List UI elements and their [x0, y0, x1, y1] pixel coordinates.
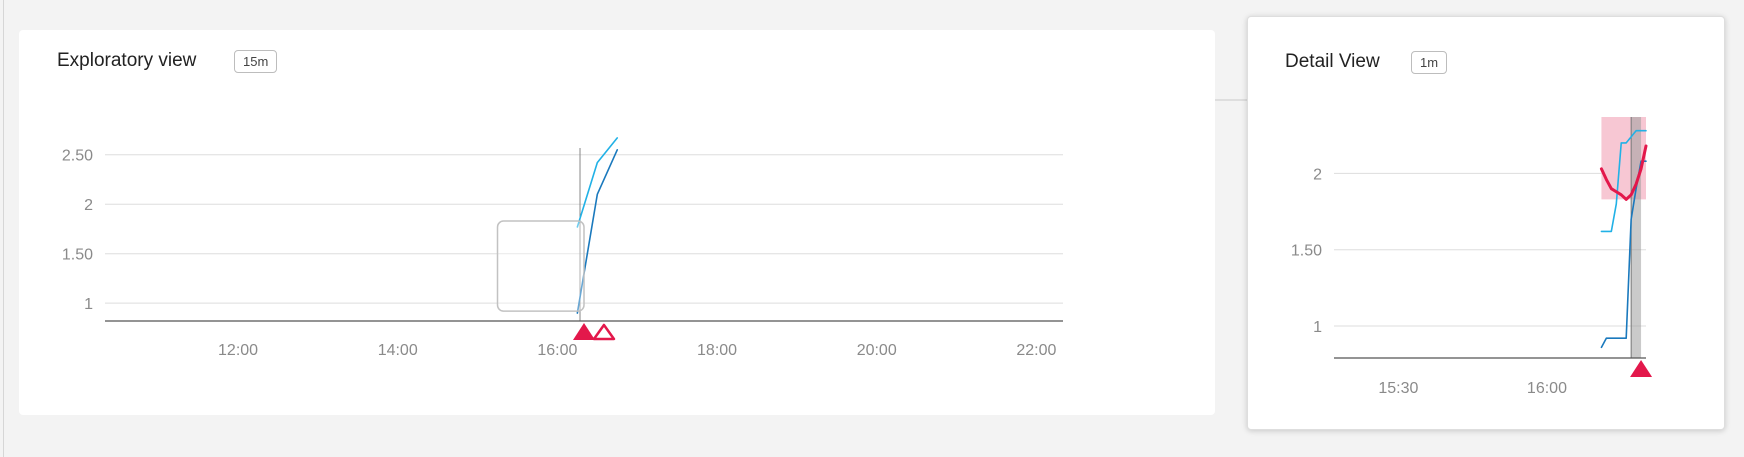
x-tick-label: 14:00 [378, 342, 418, 359]
exploratory-interval-badge[interactable]: 15m [234, 50, 278, 73]
detail-interval-badge[interactable]: 1m [1411, 51, 1448, 74]
x-tick-label: 12:00 [218, 342, 258, 359]
series-line-2 [1600, 160, 1647, 349]
x-tick-label: 20:00 [857, 342, 897, 359]
series-line-1 [1600, 129, 1647, 233]
x-tick-label: 16:00 [537, 342, 577, 359]
selection-band [1631, 117, 1642, 358]
anomaly-marker [573, 323, 595, 340]
series-line-1 [576, 137, 619, 228]
exploratory-chart[interactable]: 1 1.50 2 2.50 12:00 14:00 16:00 18:00 20:00 22:00 [19, 30, 1215, 415]
exploratory-view-card: Exploratory view 15m 1 1.50 2 2.50 12:00 14:0… [19, 30, 1215, 415]
y-tick-label: 2 [84, 197, 93, 214]
y-tick-label: 1.50 [62, 247, 93, 264]
x-tick-label: 15:30 [1378, 380, 1418, 397]
series-line-3 [1599, 144, 1648, 201]
y-tick-label: 2 [1313, 166, 1322, 183]
x-tick-label: 16:00 [1527, 380, 1567, 397]
y-tick-label: 1 [84, 296, 93, 313]
page-left-border [3, 0, 4, 457]
detail-chart[interactable]: 1 1.50 2 15:30 16:00 [1248, 17, 1726, 431]
y-tick-label: 1 [1313, 319, 1322, 336]
anomaly-marker [1630, 360, 1653, 377]
y-tick-label: 1.50 [1291, 243, 1322, 260]
x-tick-label: 22:00 [1016, 342, 1056, 359]
y-tick-label: 2.50 [62, 148, 93, 165]
anomaly-marker-outline [592, 323, 616, 341]
detail-view-title: Detail View [1285, 51, 1380, 72]
zoom-brush [496, 220, 585, 312]
x-tick-label: 18:00 [697, 342, 737, 359]
exploratory-view-title: Exploratory view [57, 50, 197, 71]
detail-view-card: Detail View 1m 1 1.50 2 15:30 16:00 [1247, 16, 1725, 430]
